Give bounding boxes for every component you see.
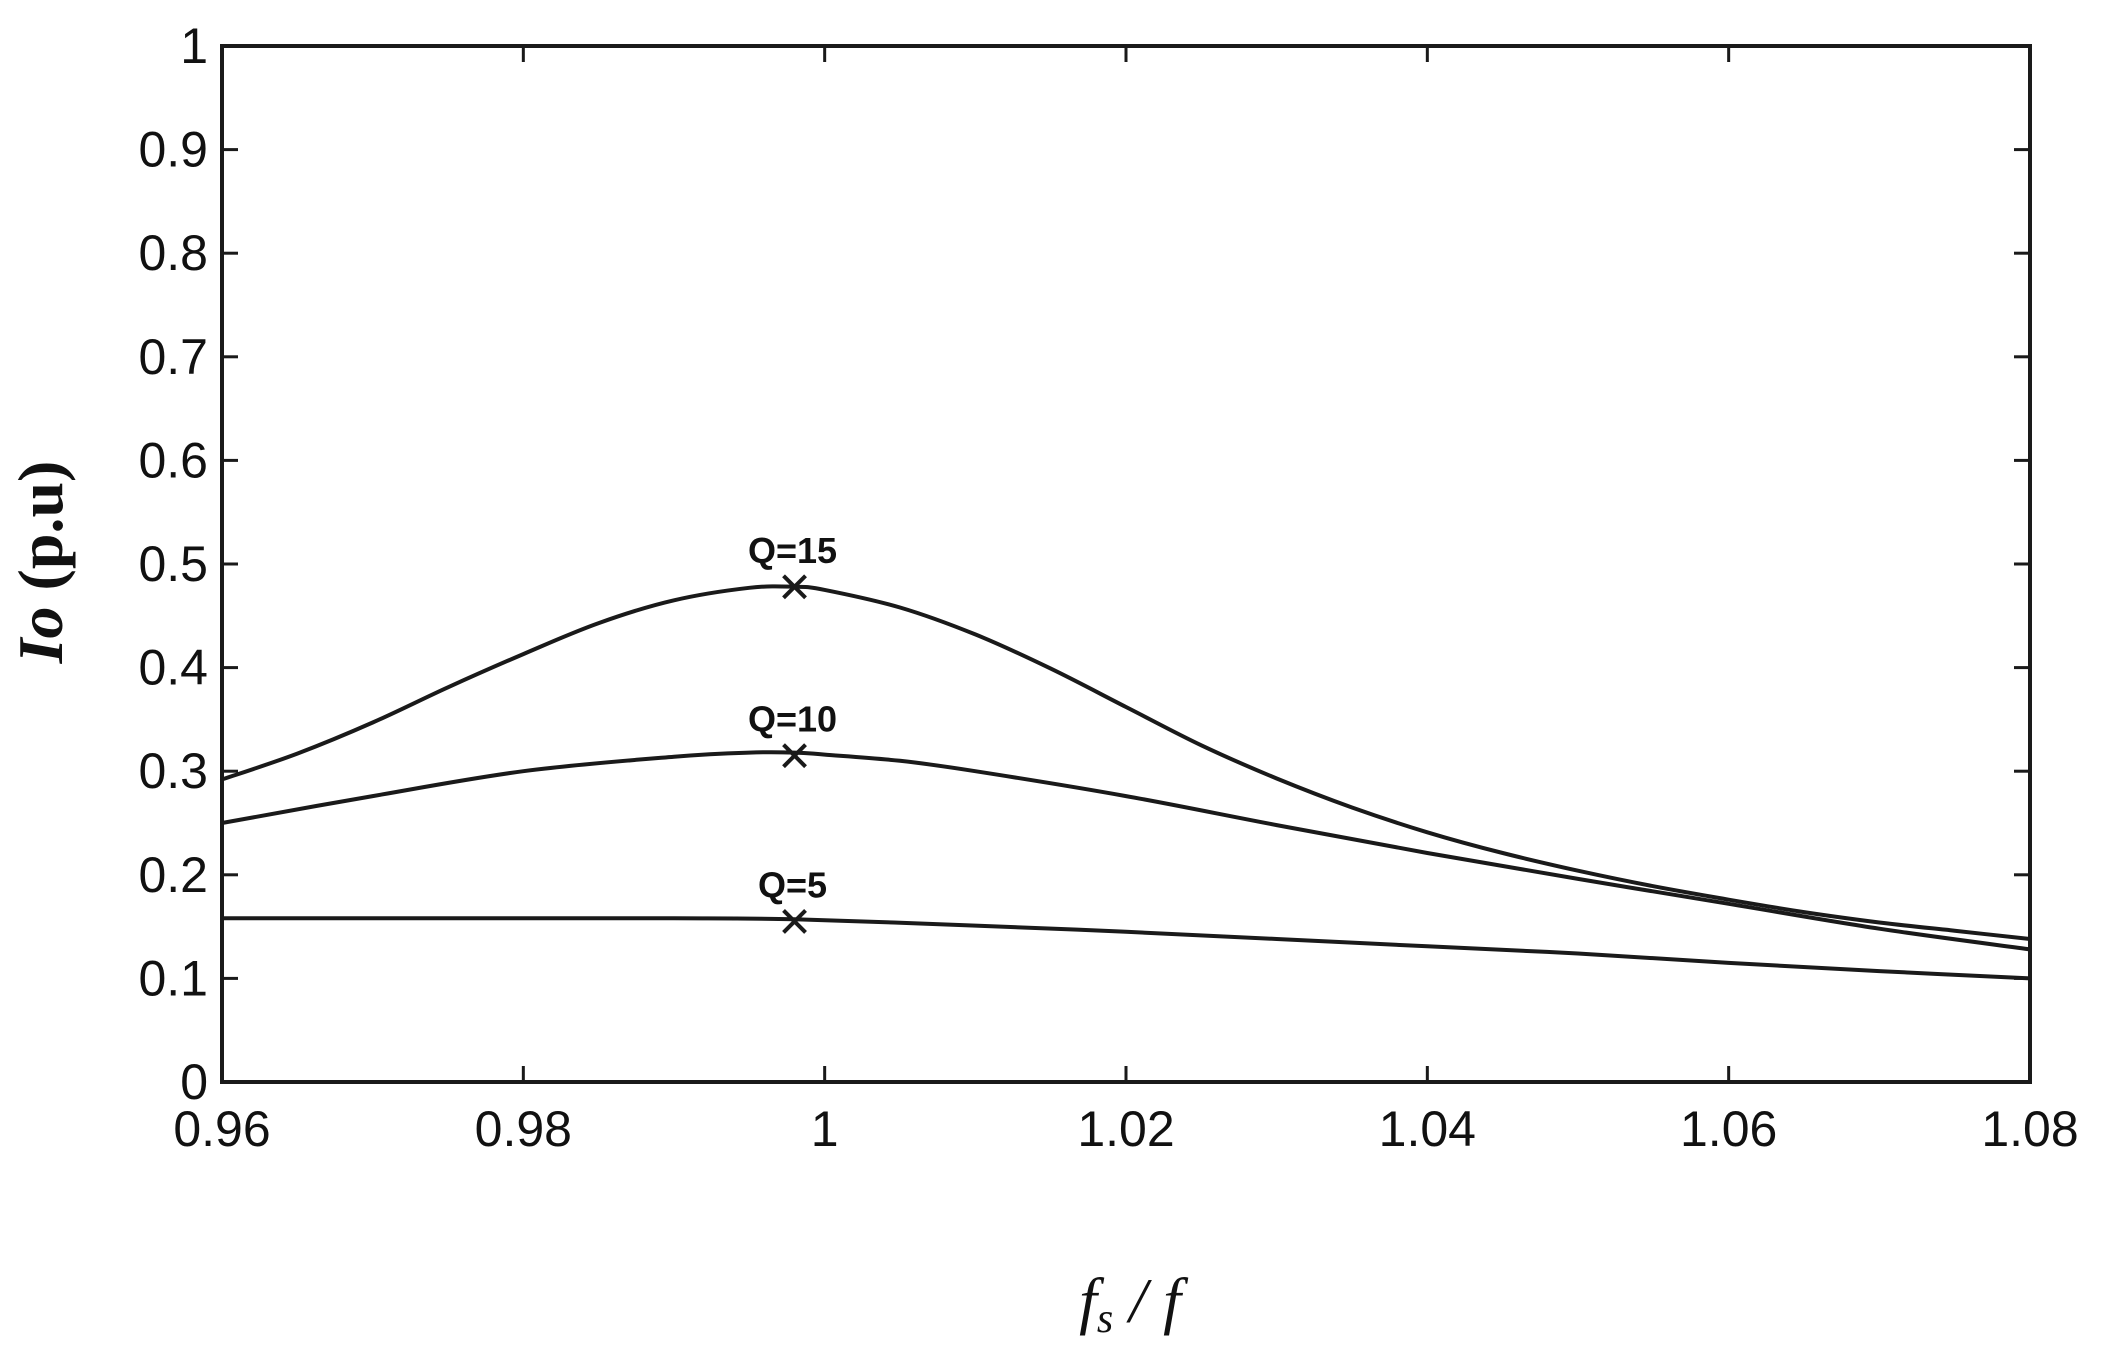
series-line [220,584,2032,941]
y-tick-label: 0 [180,1054,208,1110]
y-tick-label: 0.9 [138,122,208,178]
x-tick-label: 1.04 [1379,1101,1476,1157]
peak-marker [782,743,807,769]
y-tick-label: 0.3 [138,743,208,799]
y-tick-label: 0.8 [138,225,208,281]
series-labels: Q=15 Q=10 Q=5 [748,530,837,906]
y-tick-label: 0.7 [138,329,208,385]
x-axis: 0.96 0.98 1 1.02 1.04 1.06 1.08 [173,46,2079,1157]
y-tick-label: 0.2 [138,847,208,903]
x-tick-label: 1.06 [1680,1101,1777,1157]
y-tick-label: 1 [180,18,208,74]
y-tick-label: 0.1 [138,950,208,1006]
x-axis-label-sub: s [1097,1296,1113,1342]
y-axis-label-rest: (p.u) [5,461,76,607]
series-line [220,916,2032,981]
series-label: Q=5 [758,864,827,905]
y-axis-label-italic: Io [5,606,76,664]
x-tick-label: 1.08 [1981,1101,2078,1157]
x-tick-label: 1 [811,1101,839,1157]
y-axis: 0 0.1 0.2 0.3 0.4 0.5 0.6 0.7 0.8 0.9 1 [138,18,2030,1110]
y-tick-label: 0.4 [138,640,208,696]
x-tick-label: 1.02 [1077,1101,1174,1157]
series-group [220,574,2032,981]
peak-marker-stroke [782,743,807,769]
x-axis-label-rest: / f [1113,1265,1189,1336]
series-line [220,750,2032,952]
series-label: Q=10 [748,699,837,740]
peak-marker [782,909,807,934]
x-tick-label: 0.96 [173,1101,270,1157]
peak-marker-stroke [782,574,807,600]
x-tick-label: 0.98 [475,1101,572,1157]
peak-marker-stroke [782,909,807,934]
y-tick-label: 0.6 [138,432,208,488]
series-label: Q=15 [748,530,837,571]
peak-marker [782,574,807,600]
y-axis-label: Io (p.u) [5,461,76,665]
x-axis-label: fs / f [1079,1265,1189,1342]
y-tick-label: 0.5 [138,536,208,592]
